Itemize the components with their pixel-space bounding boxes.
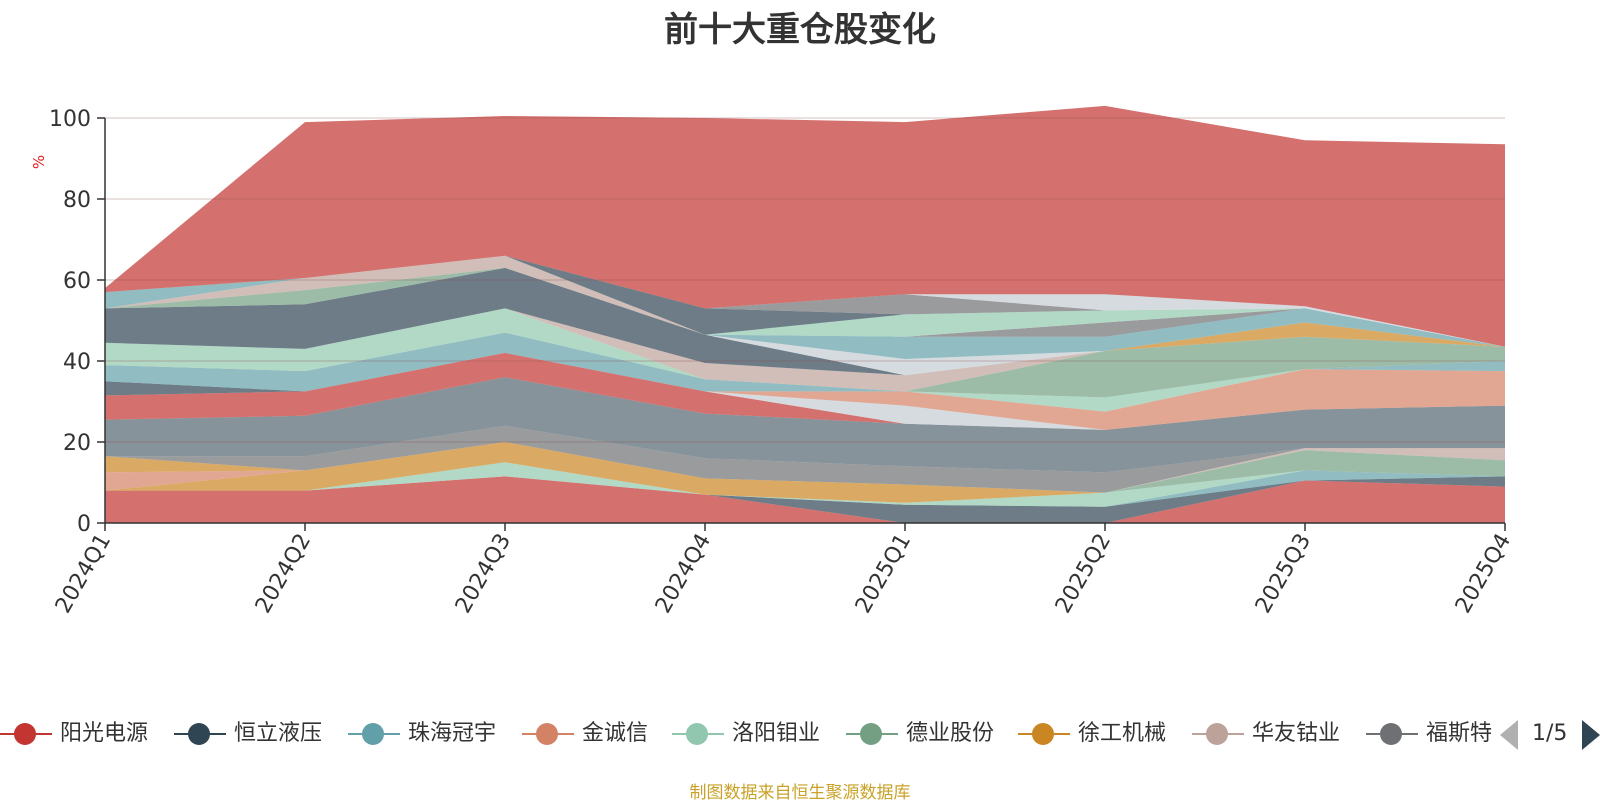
legend-label: 福斯特 <box>1426 721 1493 746</box>
x-tick-label: 2024Q3 <box>451 530 516 618</box>
area-series-3[interactable] <box>105 470 1505 507</box>
area-series-25[interactable] <box>105 267 1505 347</box>
area-series-17[interactable] <box>105 332 1505 398</box>
area-series-16[interactable] <box>105 352 1505 412</box>
legend-dot-icon <box>1032 723 1054 745</box>
y-axis-unit: % <box>30 155 48 169</box>
grid-lines <box>105 117 1505 443</box>
legend-next-icon[interactable] <box>1582 720 1600 750</box>
legend-dot-icon <box>362 723 384 745</box>
legend-label: 徐工机械 <box>1078 721 1167 746</box>
area-series-29[interactable] <box>105 255 1505 347</box>
legend-label: 阳光电源 <box>60 721 149 746</box>
legend-pager: 1/5 <box>1500 716 1600 752</box>
area-series-12[interactable] <box>105 352 1505 430</box>
legend-label: 德业股份 <box>906 721 995 746</box>
area-series-4[interactable] <box>105 462 1505 507</box>
legend-label: 金诚信 <box>582 721 649 746</box>
legend-dot-icon <box>188 723 210 745</box>
y-tick-label: 100 <box>49 107 91 132</box>
area-series-11[interactable] <box>105 377 1505 473</box>
legend-label: 珠海冠宇 <box>408 721 497 746</box>
legend-prev-icon[interactable] <box>1500 720 1518 750</box>
y-tick-label: 0 <box>77 512 91 537</box>
x-tick-label: 2024Q2 <box>251 530 316 618</box>
legend-dot-icon <box>860 723 882 745</box>
area-series-24[interactable] <box>105 267 1505 359</box>
x-tick-label: 2025Q3 <box>1251 530 1316 618</box>
legend-dot-icon <box>1206 723 1228 745</box>
y-tick-label: 80 <box>63 188 91 213</box>
legend: 阳光电源 恒立液压 珠海冠宇 金诚信 洛阳钼业 德业股份 徐工机械 华友钴业 福斯特 <box>0 716 1600 752</box>
area-series-19[interactable] <box>105 308 1505 392</box>
legend-dot-icon <box>1380 723 1402 745</box>
legend-dot-icon <box>536 723 558 745</box>
area-series-21[interactable] <box>105 308 1505 392</box>
legend-label: 华友钴业 <box>1252 721 1341 746</box>
legend-label: 恒立液压 <box>234 721 323 746</box>
area-series-6[interactable] <box>105 442 1505 493</box>
area-series-23[interactable] <box>105 267 1505 376</box>
stacked-area-chart: 0 20 40 60 80 100 2024Q1 2024Q2 2024Q3 2024Q4 2025… <box>30 105 1516 618</box>
area-series-5[interactable] <box>105 442 1505 503</box>
area-series-1[interactable] <box>105 476 1505 523</box>
y-tick-label: 20 <box>63 431 91 456</box>
legend-page-indicator: 1/5 <box>1532 721 1568 746</box>
legend-dot-icon <box>686 723 708 745</box>
area-series-22[interactable] <box>105 267 1505 376</box>
x-tick-label: 2025Q1 <box>851 530 916 618</box>
area-series-group <box>105 105 1505 523</box>
x-tick-label: 2024Q4 <box>651 530 716 618</box>
legend-dot-icon <box>14 723 36 745</box>
y-tick-label: 60 <box>63 269 91 294</box>
area-series-33[interactable] <box>105 105 1505 347</box>
chart-title: 前十大重仓股变化 <box>664 10 936 50</box>
x-tick-label: 2025Q2 <box>1051 530 1116 618</box>
area-series-10[interactable] <box>105 425 1505 493</box>
y-tick-label: 40 <box>63 350 91 375</box>
x-tick-label: 2024Q1 <box>51 530 116 618</box>
area-series-2[interactable] <box>105 476 1505 523</box>
source-note: 制图数据来自恒生聚源数据库 <box>689 783 911 803</box>
legend-label: 洛阳钼业 <box>732 721 821 746</box>
area-series-18[interactable] <box>105 332 1505 398</box>
x-tick-label: 2025Q4 <box>1451 530 1516 618</box>
